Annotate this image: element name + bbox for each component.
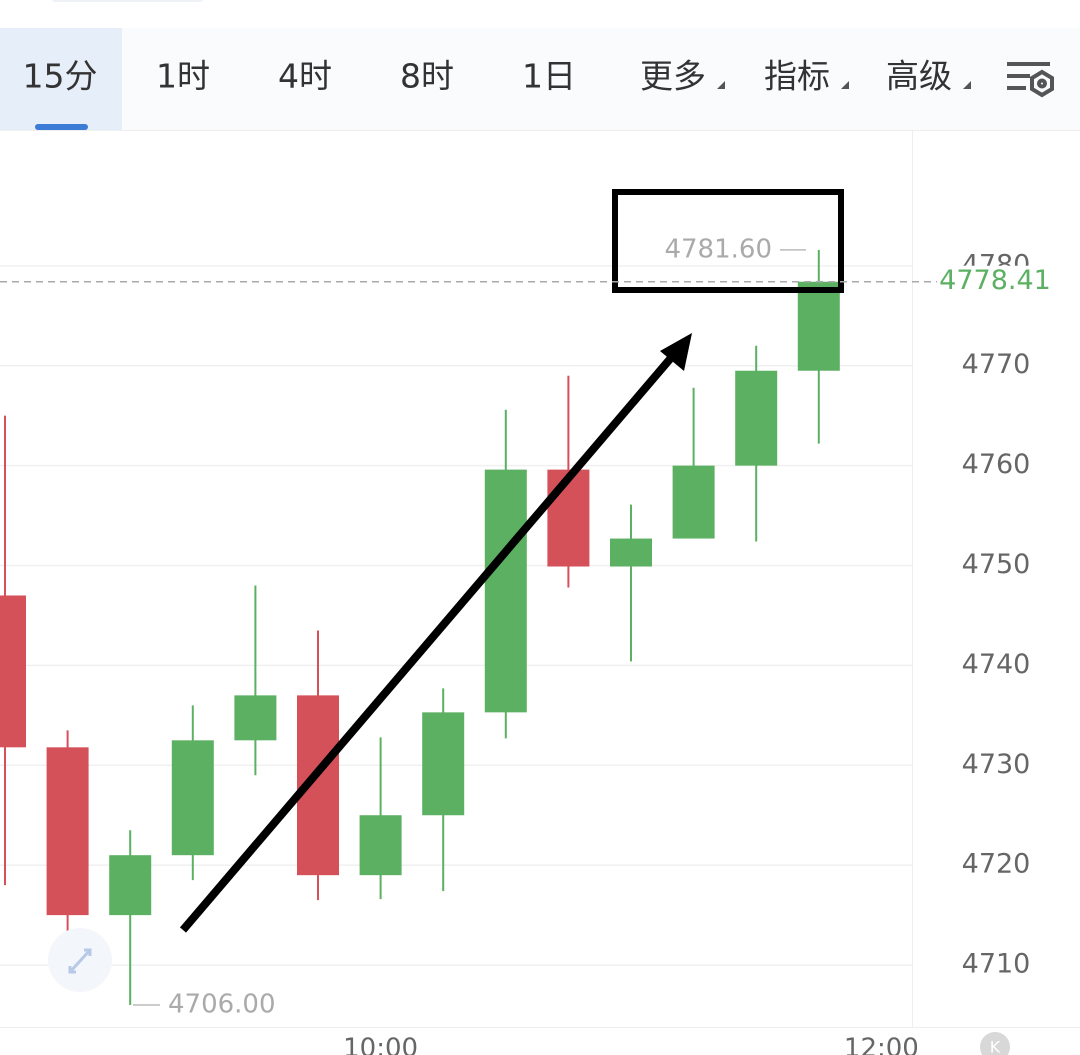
tab-bar [0, 28, 1080, 130]
y-tick-label: 4720 [962, 849, 1031, 880]
k-badge[interactable] [980, 1032, 1010, 1055]
candle-body [359, 815, 402, 876]
y-tick-label: 4740 [962, 649, 1031, 680]
y-tick-label: 4710 [962, 949, 1031, 980]
tab[interactable]: 15分 [23, 57, 98, 96]
last-price-label: 4778.41 [939, 265, 1051, 296]
candle-body [484, 469, 527, 713]
high-label: 4781.60 [664, 234, 772, 264]
settings-icon[interactable] [1007, 62, 1054, 98]
candle-body [46, 747, 89, 916]
x-tick-label: 12:00 [844, 1034, 919, 1055]
y-tick-label: 4760 [962, 449, 1031, 480]
dropdown-caret [963, 81, 971, 89]
expand-button[interactable] [48, 928, 112, 992]
low-label: 4706.00 [168, 990, 276, 1020]
top-pill [51, 0, 204, 2]
candle-body [234, 695, 277, 741]
tab[interactable]: 指标 [764, 57, 830, 96]
candle-body [672, 465, 715, 539]
tab[interactable]: 8时 [400, 57, 454, 96]
tab[interactable]: 1时 [156, 57, 210, 96]
candle-body [109, 855, 152, 916]
active-tab-bg [0, 28, 122, 130]
candle-body [610, 538, 652, 567]
k-badge-text: K [990, 1038, 1001, 1055]
tab[interactable]: 高级 [886, 57, 952, 96]
highlight-box [612, 189, 844, 293]
candle-body [0, 595, 26, 748]
tab[interactable]: 4时 [278, 57, 332, 96]
y-tick-label: 4730 [962, 749, 1031, 780]
y-tick-label: 4770 [962, 349, 1031, 380]
trend-arrow [179, 333, 692, 933]
active-tab-underline [35, 124, 88, 130]
tab[interactable]: 更多 [640, 57, 706, 96]
dropdown-caret [717, 81, 725, 89]
tab[interactable]: 1日 [522, 57, 576, 96]
candle-body [797, 281, 840, 371]
candle-body [171, 740, 214, 856]
last-price-bg [937, 265, 1080, 298]
x-tick-label: 10:00 [343, 1034, 418, 1055]
candle-body [547, 469, 590, 567]
y-tick-label: 4750 [962, 549, 1031, 580]
candle-body [735, 370, 778, 466]
candle-body [422, 712, 465, 816]
dropdown-caret [841, 81, 849, 89]
